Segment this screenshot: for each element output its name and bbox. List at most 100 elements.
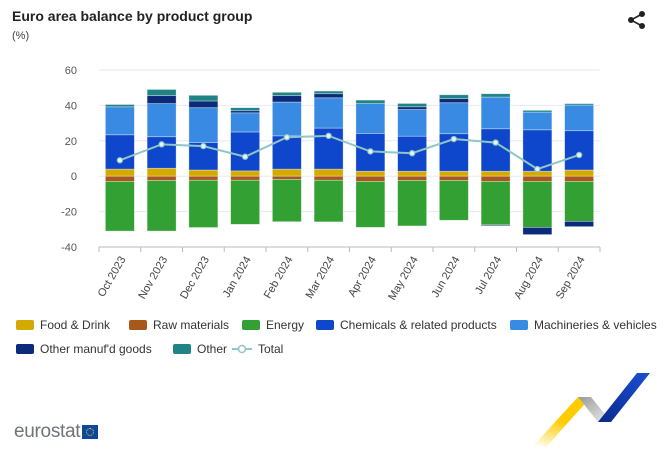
bar-food-drink[interactable] [480, 170, 511, 177]
share-icon[interactable] [627, 10, 647, 30]
bar-machineries-vehicles[interactable] [188, 107, 219, 143]
bar-other[interactable] [397, 103, 427, 108]
bar-raw-materials[interactable] [230, 175, 260, 181]
total-point[interactable] [200, 142, 207, 150]
legend-swatch [316, 320, 334, 330]
bar-other[interactable] [313, 90, 344, 95]
bar-energy[interactable] [105, 181, 135, 232]
bar-energy[interactable] [564, 181, 594, 222]
bar-energy[interactable] [272, 179, 302, 223]
bar-other[interactable] [355, 99, 386, 104]
total-point[interactable] [534, 165, 541, 173]
legend-item[interactable]: Total [232, 342, 283, 356]
bar-other-manuf-d-goods[interactable] [188, 100, 219, 109]
legend-item[interactable]: Raw materials [129, 318, 229, 332]
total-point[interactable] [408, 149, 416, 157]
bar-food-drink[interactable] [313, 168, 344, 177]
bar-other-manuf-d-goods[interactable] [480, 224, 511, 227]
total-point[interactable] [241, 153, 249, 160]
bar-raw-materials[interactable] [480, 175, 511, 182]
bar-raw-materials[interactable] [188, 175, 219, 181]
bar-raw-materials[interactable] [272, 175, 302, 180]
bar-other[interactable] [564, 103, 594, 106]
total-point[interactable] [492, 139, 499, 146]
bar-other-manuf-d-goods[interactable] [272, 95, 302, 103]
bar-other-manuf-d-goods[interactable] [439, 98, 469, 104]
legend-line-icon [232, 344, 252, 354]
bar-other[interactable] [480, 93, 511, 98]
legend-item[interactable]: Food & Drink [16, 318, 110, 332]
eurostat-logo: eurostat [14, 421, 99, 443]
bar-chemicals-related-products[interactable] [105, 134, 135, 170]
bar-machineries-vehicles[interactable] [313, 97, 344, 129]
bar-food-drink[interactable] [105, 168, 135, 177]
bar-energy[interactable] [230, 179, 260, 225]
bar-other-manuf-d-goods[interactable] [397, 106, 427, 110]
bar-food-drink[interactable] [272, 168, 302, 177]
bar-machineries-vehicles[interactable] [230, 112, 260, 133]
bar-other[interactable] [188, 94, 219, 102]
bar-raw-materials[interactable] [355, 175, 386, 182]
y-tick-label: 0 [71, 171, 77, 183]
bar-machineries-vehicles[interactable] [439, 102, 469, 135]
y-tick-label: 40 [65, 100, 77, 112]
legend-item[interactable]: Chemicals & related products [316, 318, 497, 332]
bar-other-manuf-d-goods[interactable] [313, 93, 344, 99]
bar-chemicals-related-products[interactable] [272, 135, 302, 170]
bar-food-drink[interactable] [146, 167, 177, 177]
bar-other[interactable] [230, 107, 260, 112]
legend-item[interactable]: Energy [242, 318, 304, 332]
bar-other-manuf-d-goods[interactable] [146, 95, 177, 104]
bar-energy[interactable] [188, 179, 219, 228]
bar-machineries-vehicles[interactable] [105, 106, 135, 136]
legend-item[interactable]: Other [173, 342, 227, 356]
bar-energy[interactable] [355, 181, 386, 228]
bar-other-manuf-d-goods[interactable] [522, 227, 553, 235]
bar-food-drink[interactable] [564, 169, 594, 177]
bar-food-drink[interactable] [397, 170, 427, 177]
bar-energy[interactable] [439, 180, 469, 221]
bar-food-drink[interactable] [230, 170, 260, 177]
bar-other[interactable] [439, 94, 469, 100]
bar-raw-materials[interactable] [105, 175, 135, 182]
bar-food-drink[interactable] [188, 169, 219, 177]
bar-energy[interactable] [313, 179, 344, 223]
bar-chemicals-related-products[interactable] [564, 130, 594, 171]
bar-machineries-vehicles[interactable] [355, 103, 386, 134]
bar-energy[interactable] [397, 180, 427, 227]
bar-food-drink[interactable] [355, 170, 386, 177]
total-point[interactable] [283, 134, 291, 141]
total-point[interactable] [367, 148, 374, 155]
legend-swatch [510, 320, 528, 330]
bar-chemicals-related-products[interactable] [230, 131, 260, 172]
bar-energy[interactable] [522, 181, 553, 228]
legend-item[interactable]: Other manuf'd goods [16, 342, 152, 356]
bar-other[interactable] [522, 110, 553, 113]
bar-raw-materials[interactable] [397, 175, 427, 181]
legend-item[interactable]: Machineries & vehicles [510, 318, 657, 332]
total-point[interactable] [325, 132, 332, 140]
bar-machineries-vehicles[interactable] [397, 109, 427, 137]
total-point[interactable] [158, 141, 165, 148]
bar-raw-materials[interactable] [146, 175, 177, 181]
bar-chemicals-related-products[interactable] [480, 128, 511, 172]
bar-raw-materials[interactable] [522, 175, 553, 182]
bar-energy[interactable] [480, 181, 511, 226]
total-point[interactable] [450, 135, 458, 143]
bar-other-manuf-d-goods[interactable] [564, 220, 594, 227]
bar-energy[interactable] [146, 180, 177, 232]
bar-other[interactable] [146, 89, 177, 97]
bar-machineries-vehicles[interactable] [564, 104, 594, 132]
bar-other[interactable] [272, 91, 302, 97]
bar-machineries-vehicles[interactable] [480, 96, 511, 130]
bar-machineries-vehicles[interactable] [272, 101, 302, 137]
bar-raw-materials[interactable] [564, 175, 594, 182]
bar-machineries-vehicles[interactable] [146, 103, 177, 138]
bar-raw-materials[interactable] [313, 175, 344, 181]
bar-food-drink[interactable] [439, 170, 469, 177]
bar-machineries-vehicles[interactable] [522, 111, 553, 131]
total-point[interactable] [116, 157, 124, 164]
bar-other[interactable] [105, 104, 135, 108]
bar-raw-materials[interactable] [439, 175, 469, 181]
total-point[interactable] [575, 151, 583, 159]
